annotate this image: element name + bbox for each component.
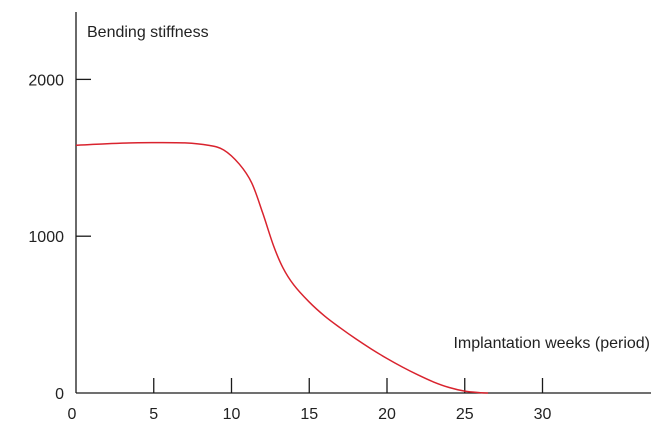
series-line [75, 141, 489, 394]
y-axis-ticks: 0 1000 2000 [28, 72, 91, 403]
y-tick-label: 0 [55, 386, 64, 403]
x-tick-label: 0 [68, 406, 77, 423]
x-tick-label: 10 [223, 406, 241, 423]
x-axis-ticks: 0 5 10 15 20 25 30 [68, 378, 552, 423]
y-axis-label: Bending stiffness [87, 24, 209, 41]
x-tick-label: 20 [378, 406, 396, 423]
chart-axes [75, 12, 651, 394]
x-tick-label: 25 [456, 406, 474, 423]
y-tick-label: 1000 [28, 229, 64, 246]
x-tick-label: 15 [300, 406, 318, 423]
x-axis-label: Implantation weeks (period) [453, 335, 650, 352]
y-tick-label: 2000 [28, 72, 64, 89]
x-tick-label: 5 [149, 406, 158, 423]
x-tick-label: 30 [534, 406, 552, 423]
series-layer [75, 141, 489, 394]
